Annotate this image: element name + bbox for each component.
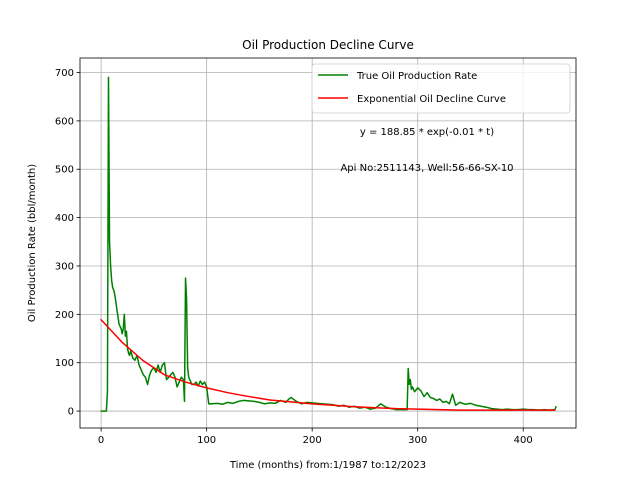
legend-box — [311, 63, 571, 114]
plot-area-frame — [79, 57, 577, 429]
legend-label-decline-curve: Exponential Oil Decline Curve — [357, 94, 506, 105]
grid — [80, 58, 576, 428]
y-tick-label: 500 — [55, 165, 74, 176]
x-tick-label: 400 — [514, 435, 533, 446]
y-tick-label: 600 — [55, 116, 74, 127]
y-tick-label: 400 — [55, 213, 74, 224]
chart-title: Oil Production Decline Curve — [242, 38, 414, 52]
y-tick-label: 700 — [55, 68, 74, 79]
y-tick-label: 0 — [68, 407, 74, 418]
x-tick-label: 0 — [98, 435, 104, 446]
y-tick-label: 300 — [55, 261, 74, 272]
legend-label-true-rate: True Oil Production Rate — [356, 71, 477, 82]
x-tick-label: 100 — [197, 435, 216, 446]
plot-series — [100, 76, 557, 412]
axis-ticks: 0 100 200 300 400 0 100 200 300 400 500 600 700 — [55, 68, 533, 446]
equation-annotation: y = 188.85 * exp(-0.01 * t) — [360, 127, 494, 138]
y-axis-label: Oil Production Rate (bbl/month) — [27, 164, 38, 322]
well-annotation: Api No:2511143, Well:56-66-SX-10 — [340, 163, 513, 174]
y-tick-label: 100 — [55, 358, 74, 369]
x-tick-label: 300 — [408, 435, 427, 446]
legend: True Oil Production Rate Exponential Oil… — [311, 63, 571, 114]
exponential-decline-curve-line — [100, 318, 556, 411]
x-axis-label: Time (months) from:1/1987 to:12/2023 — [229, 460, 426, 471]
x-tick-label: 200 — [303, 435, 322, 446]
y-tick-label: 200 — [55, 310, 74, 321]
true-production-rate-line — [100, 76, 557, 412]
